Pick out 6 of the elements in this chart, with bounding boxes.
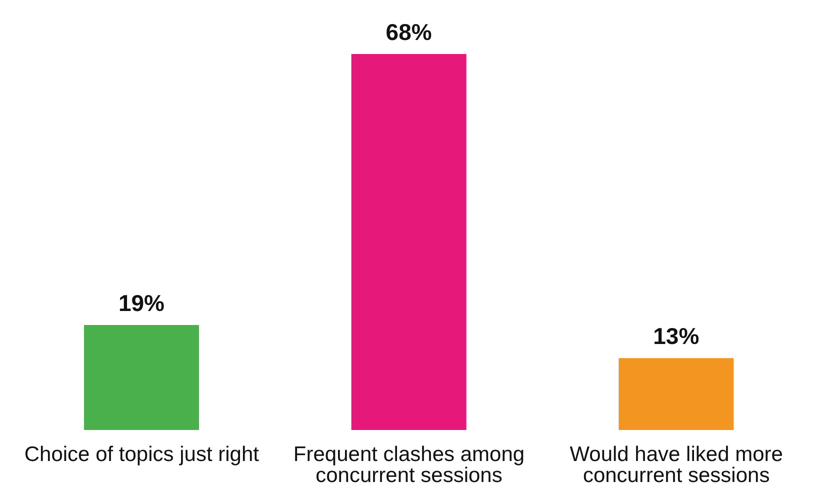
x-tick-label: Frequent clashes among concurrent sessions xyxy=(293,442,525,487)
data-label: 13% xyxy=(653,323,700,350)
x-tick-label: Choice of topics just right xyxy=(24,442,260,466)
data-label: 19% xyxy=(118,290,165,316)
data-label: 68% xyxy=(386,19,432,45)
x-tick-label: Would have liked more concurrent sessions xyxy=(570,442,783,487)
